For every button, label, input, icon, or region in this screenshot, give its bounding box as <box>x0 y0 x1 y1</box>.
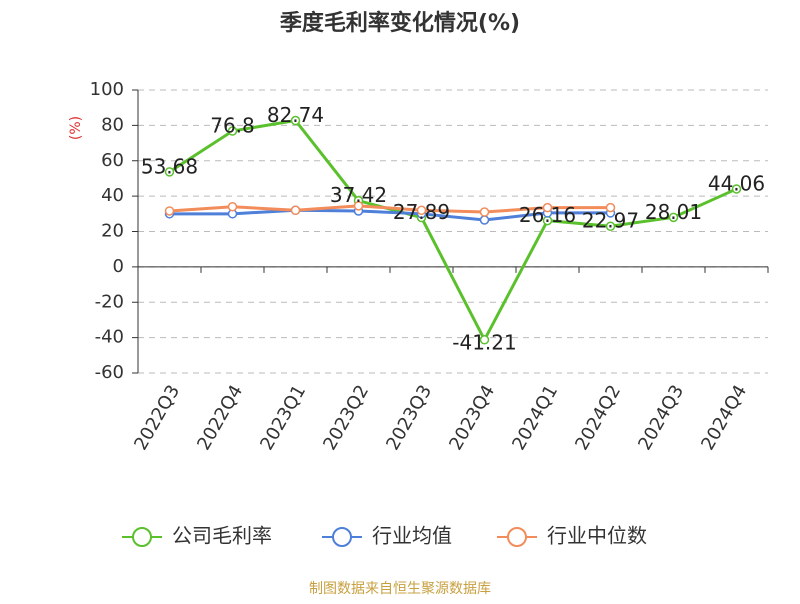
series-line <box>168 118 738 344</box>
data-point <box>353 201 364 211</box>
y-tick-label: 80 <box>101 114 124 135</box>
data-point <box>290 115 301 126</box>
x-tick-label: 2024Q1 <box>508 382 562 454</box>
data-label: 76.8 <box>210 114 255 138</box>
data-point <box>605 221 616 231</box>
y-tick-label: -40 <box>95 327 124 348</box>
legend-item: 行业均值 <box>322 524 452 548</box>
source-note: 制图数据来自恒生聚源数据库 <box>309 581 491 597</box>
data-point <box>227 201 238 212</box>
data-label: 28.01 <box>645 200 702 224</box>
x-tick-label: 2024Q4 <box>697 382 751 454</box>
data-label: 53.68 <box>141 154 198 178</box>
series-line <box>169 204 611 214</box>
x-tick-label: 2023Q4 <box>445 382 499 454</box>
x-tick-label: 2023Q1 <box>256 382 310 454</box>
data-point <box>605 202 616 213</box>
legend-marker <box>507 527 527 547</box>
data-label: 82.74 <box>267 103 324 127</box>
data-label: 44.06 <box>708 171 765 195</box>
y-axis-label: (%) <box>68 116 84 140</box>
data-label: 37.42 <box>330 183 387 207</box>
x-tick-label: 2023Q2 <box>319 382 373 454</box>
data-label: 22.97 <box>582 209 639 233</box>
legend-item: 行业中位数 <box>497 524 647 548</box>
data-point <box>290 205 301 216</box>
y-tick-label: -60 <box>95 362 124 383</box>
x-tick-label: 2022Q4 <box>193 382 247 454</box>
legend-label: 行业中位数 <box>547 524 647 548</box>
data-point <box>164 206 175 216</box>
x-tick-label: 2022Q3 <box>130 382 184 454</box>
legend-marker <box>132 527 152 547</box>
legend-label: 公司毛利率 <box>172 524 272 548</box>
data-point <box>164 167 175 177</box>
y-tick-label: 40 <box>101 185 124 206</box>
data-point <box>227 126 238 136</box>
x-tick-label: 2024Q3 <box>634 382 688 454</box>
data-label: 27.89 <box>393 200 450 224</box>
data-point <box>479 335 490 345</box>
data-point <box>731 184 742 194</box>
data-point <box>479 215 490 225</box>
x-tick-label: 2023Q3 <box>382 382 436 454</box>
legend-marker <box>332 527 352 547</box>
data-point <box>668 212 679 223</box>
data-label: -41.21 <box>452 330 516 354</box>
legend-label: 行业均值 <box>372 524 452 548</box>
y-tick-label: 0 <box>113 256 124 277</box>
x-tick-label: 2024Q2 <box>571 382 625 454</box>
data-label: 26.16 <box>519 203 576 227</box>
chart-title: 季度毛利率变化情况(%) <box>280 10 520 36</box>
data-point <box>479 207 490 217</box>
y-tick-label: 60 <box>101 150 124 171</box>
data-point <box>542 202 553 213</box>
legend-item: 公司毛利率 <box>122 524 272 548</box>
series-line <box>169 208 611 222</box>
y-tick-label: -20 <box>95 291 124 312</box>
data-point <box>416 205 427 216</box>
y-tick-label: 100 <box>90 79 124 100</box>
y-tick-label: 20 <box>101 221 124 242</box>
